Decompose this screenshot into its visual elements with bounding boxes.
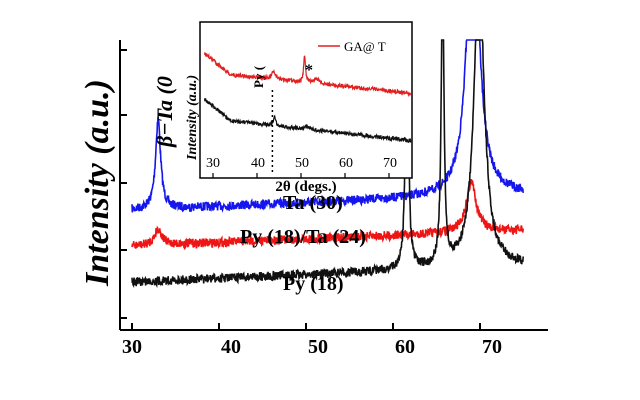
inset-x-tick-label-50: 50 [295,156,309,171]
series-label-py18-ta24: Py (18)/Ta (24) [240,226,366,248]
inset-legend-label: GA@ T [344,39,386,54]
inset-x-tick-label-30: 30 [206,156,220,171]
inset-axis-ticks [212,173,390,178]
x-tick-label-70: 70 [482,336,502,358]
y-axis-label: Intensity (a.u.) [79,79,116,287]
main-x-tick-labels: 30 40 50 60 70 [122,336,502,358]
x-tick-label-60: 60 [395,336,415,358]
main-axis-ticks [120,49,481,330]
inset-x-axis-label: 2θ (degs.) [275,179,336,195]
series-label-py18: Py (18) [283,273,344,295]
inset-y-axis-label: Intensity (a.u.) [185,75,200,161]
inset-series-line-black [204,98,412,144]
inset-x-tick-label-40: 40 [251,156,265,171]
series-line-py18-ta24 [131,178,524,251]
inset-series-line-red [204,51,412,98]
series-line-py18 [131,39,524,289]
beta-ta-annotation: β−Ta (0 [152,76,177,148]
inset-star-marker: * [305,62,313,79]
x-tick-label-40: 40 [221,336,241,358]
inset-peak-label: Py ( [251,66,266,88]
inset-frame [199,21,413,179]
x-tick-label-50: 50 [308,336,328,358]
inset-x-tick-label-70: 70 [383,156,397,171]
series-label-ta30: Ta (30) [283,192,343,214]
inset-plot: Py ( * GA@ T Intensity (a.u.) 30 40 50 6… [185,21,413,195]
inset-x-tick-labels: 30 40 50 60 70 [206,156,397,171]
series-line-ta30 [131,39,524,213]
x-tick-label-30: 30 [122,336,142,358]
inset-x-tick-label-60: 60 [339,156,353,171]
